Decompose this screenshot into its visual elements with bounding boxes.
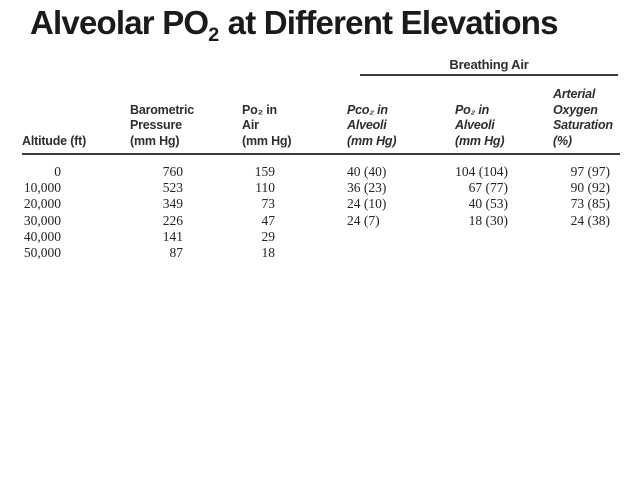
- table-cell: 523: [162, 180, 183, 196]
- group-header-spacer: [22, 54, 310, 76]
- column-header-barometric-pressure: Barometric Pressure (mm Hg): [105, 76, 215, 155]
- group-header-row: Breathing Air: [22, 54, 620, 76]
- group-label: Breathing Air: [449, 57, 529, 72]
- table-cell: 73: [261, 196, 276, 212]
- table-cell: 349: [162, 196, 183, 212]
- elevation-table: Breathing Air Altitude (ft) Barometric P…: [22, 54, 621, 261]
- table-cell: 73 (85): [570, 196, 611, 212]
- table-cell: 87: [169, 245, 184, 261]
- table-cell: 0: [54, 164, 61, 179]
- table-row: 10,000 523 110 36 (23) 67 (77) 90 (92): [22, 180, 620, 196]
- header-line: Arterial: [553, 87, 596, 101]
- header-line: (mm Hg): [455, 133, 505, 148]
- table-row: 0 760 159 40 (40) 104 (104) 97 (97): [22, 154, 620, 180]
- table-cell: 159: [254, 164, 275, 179]
- header-line: Alveoli: [347, 118, 387, 132]
- table-cell: 90 (92): [570, 180, 611, 196]
- table-cell: [310, 245, 418, 261]
- title-subscript: 2: [208, 23, 220, 46]
- header-line: Pco₂ in: [347, 102, 388, 117]
- header-line: Oxygen: [553, 102, 598, 117]
- column-header-pco2-in-alveoli: Pco₂ in Alveoli (mm Hg): [310, 76, 418, 155]
- breathing-air-group-header: Breathing Air: [310, 54, 620, 76]
- header-line: (mm Hg): [242, 133, 292, 148]
- table-cell: 141: [162, 228, 183, 244]
- header-line: Altitude (ft): [22, 133, 87, 148]
- table-cell: 47: [261, 212, 276, 228]
- table-cell: 18: [261, 245, 276, 261]
- header-line: (%): [553, 133, 572, 148]
- table-cell: 226: [162, 212, 183, 228]
- header-line: Pressure: [130, 118, 182, 132]
- header-line: Alveoli: [455, 118, 495, 132]
- table-cell: 97 (97): [570, 164, 611, 179]
- table-cell: 40 (53): [468, 196, 508, 212]
- header-line: (mm Hg): [347, 133, 397, 148]
- table-cell: 36 (23): [347, 180, 387, 196]
- column-header-altitude: Altitude (ft): [22, 76, 105, 155]
- table-row: 50,000 87 18: [22, 245, 620, 261]
- table-cell: 20,000: [23, 196, 61, 212]
- header-line: Air: [242, 118, 259, 132]
- title-text-pre: Alveolar PO: [30, 4, 209, 41]
- table-cell: [530, 245, 620, 261]
- table-cell: 30,000: [23, 212, 61, 228]
- column-header-arterial-oxygen-saturation: Arterial Oxygen Saturation (%): [530, 76, 621, 155]
- title-text-post: at Different Elevations: [219, 4, 559, 41]
- page-title: Alveolar PO2 at Different Elevations: [30, 4, 558, 47]
- column-header-po2-in-air: Po₂ in Air (mm Hg): [215, 76, 310, 155]
- table-row: 30,000 226 47 24 (7) 18 (30) 24 (38): [22, 213, 620, 229]
- table-cell: [310, 229, 418, 245]
- table-cell: 40 (40): [347, 164, 387, 179]
- table-cell: 110: [255, 180, 275, 196]
- table-cell: [418, 245, 530, 261]
- table-cell: 29: [261, 228, 276, 244]
- table-row: 20,000 349 73 24 (10) 40 (53) 73 (85): [22, 196, 620, 212]
- table-cell: 50,000: [23, 245, 61, 261]
- column-header-po2-in-alveoli: Po₂ in Alveoli (mm Hg): [418, 76, 530, 155]
- table-cell: 24 (38): [570, 212, 611, 228]
- table-cell: 24 (10): [347, 196, 387, 212]
- header-line: Saturation: [553, 118, 613, 132]
- header-line: Po₂ in: [455, 102, 490, 117]
- table-cell: 760: [162, 164, 183, 179]
- table-cell: [418, 229, 530, 245]
- table-row: 40,000 141 29: [22, 229, 620, 245]
- column-header-row: Altitude (ft) Barometric Pressure (mm Hg…: [22, 76, 621, 155]
- group-label-underline: Breathing Air: [360, 57, 619, 76]
- table-cell: 67 (77): [468, 180, 508, 196]
- table-cell: 18 (30): [468, 212, 508, 228]
- table-cell: [530, 229, 620, 245]
- table-cell: 24 (7): [347, 212, 380, 228]
- header-line: (mm Hg): [130, 133, 180, 148]
- header-line: Barometric: [130, 102, 194, 117]
- data-table: Breathing Air Altitude (ft) Barometric P…: [22, 54, 621, 261]
- table-cell: 40,000: [23, 228, 61, 244]
- header-line: Po₂ in: [242, 102, 277, 117]
- table-cell: 104 (104): [455, 164, 508, 179]
- table-cell: 10,000: [23, 180, 61, 196]
